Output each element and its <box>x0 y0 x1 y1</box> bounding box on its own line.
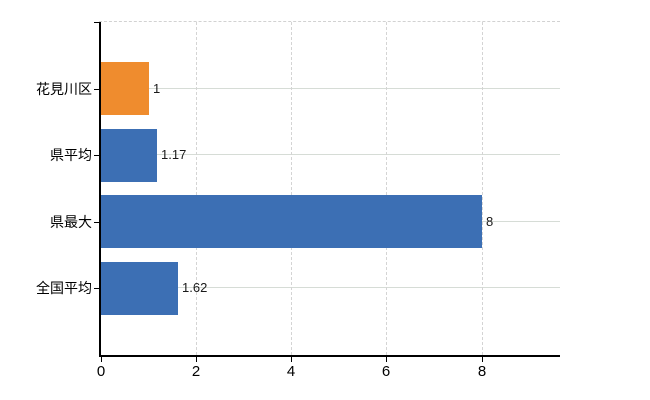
y-axis-tick <box>94 222 99 223</box>
x-tick-label: 0 <box>96 363 106 380</box>
gridline-vertical <box>386 22 387 355</box>
y-axis-line <box>99 22 101 355</box>
gridline-horizontal <box>101 287 560 288</box>
gridline-vertical <box>196 22 197 355</box>
bar-4 <box>101 262 178 315</box>
gridline-horizontal <box>101 154 560 155</box>
x-axis-tick <box>291 357 292 362</box>
y-axis-tick <box>94 89 99 90</box>
bar-value-label: 1.62 <box>182 280 208 295</box>
category-label: 県最大 <box>50 214 92 230</box>
bar-3 <box>101 195 482 248</box>
y-axis-tick <box>94 155 99 156</box>
y-axis-tick <box>94 288 99 289</box>
plot-top-border <box>99 21 560 22</box>
bar-value-label: 1 <box>153 81 161 96</box>
y-axis-tick <box>94 22 99 23</box>
category-label: 県平均 <box>50 147 92 163</box>
x-tick-label: 2 <box>191 363 201 380</box>
gridline-horizontal <box>101 88 560 89</box>
x-axis-tick <box>386 357 387 362</box>
bar-value-label: 8 <box>486 214 494 229</box>
x-tick-label: 6 <box>381 363 391 380</box>
x-axis-tick <box>482 357 483 362</box>
x-axis-line <box>99 355 560 357</box>
bar-1 <box>101 62 149 115</box>
x-axis-tick <box>196 357 197 362</box>
category-label: 全国平均 <box>36 280 92 296</box>
x-tick-label: 8 <box>477 363 487 380</box>
gridline-vertical <box>291 22 292 355</box>
x-axis-tick <box>101 357 102 362</box>
category-label: 花見川区 <box>36 81 92 97</box>
x-tick-label: 4 <box>286 363 296 380</box>
gridline-vertical <box>482 22 483 355</box>
bar-2 <box>101 129 157 182</box>
bar-value-label: 1.17 <box>161 147 187 162</box>
